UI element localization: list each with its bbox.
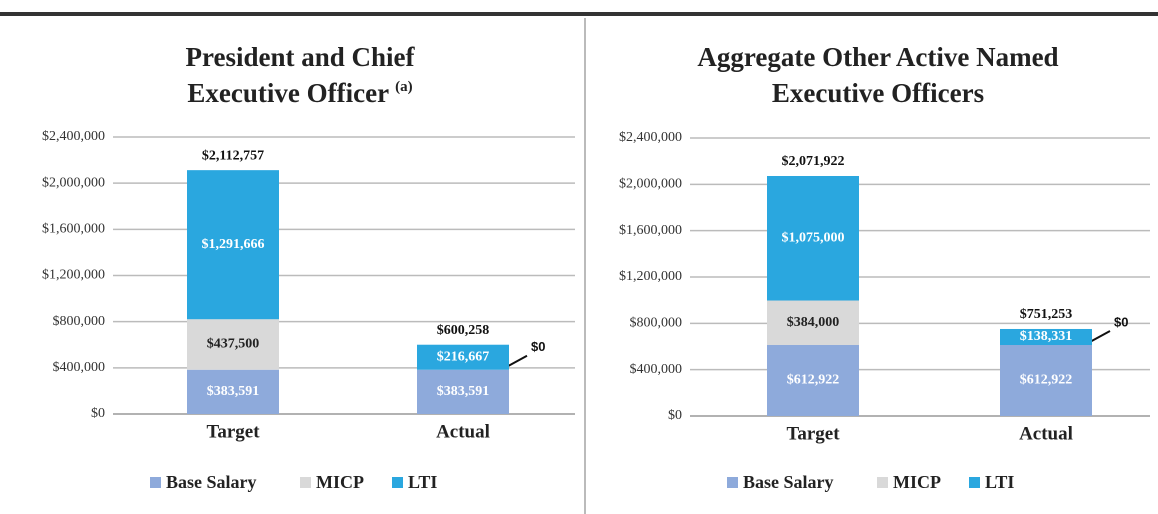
segment-label: $1,291,666	[202, 237, 265, 252]
y-tick-label: $1,600,000	[619, 223, 682, 238]
bar-segment	[187, 319, 279, 370]
y-tick-label: $2,000,000	[42, 175, 105, 190]
legend-label: Base Salary	[166, 472, 257, 492]
total-label: $2,112,757	[202, 148, 264, 163]
legend-label: MICP	[893, 472, 941, 492]
legend-swatch	[300, 477, 311, 488]
bar-segment	[417, 344, 509, 370]
title-footnote: (a)	[395, 79, 413, 95]
legend-swatch	[150, 477, 161, 488]
segment-label: $383,591	[207, 384, 260, 399]
legend-swatch	[877, 477, 888, 488]
segment-label: $437,500	[207, 337, 260, 352]
bar-segment	[767, 300, 859, 346]
legend-label: LTI	[985, 472, 1014, 492]
title-line: Aggregate Other Active Named	[697, 42, 1058, 72]
chart-title: President and Chief Executive Officer (a)	[185, 42, 415, 108]
y-tick-label: $2,400,000	[42, 129, 105, 144]
bar-segment	[187, 170, 279, 320]
bar-segment	[417, 369, 509, 414]
segment-label: $612,922	[1020, 373, 1073, 388]
y-tick-label: $1,600,000	[42, 222, 105, 237]
y-tick-label: $400,000	[53, 360, 106, 375]
legend-swatch	[969, 477, 980, 488]
y-tick-label: $1,200,000	[619, 269, 682, 284]
segment-label: $384,000	[787, 315, 840, 330]
segment-label: $612,922	[787, 373, 840, 388]
bar-segment	[1000, 345, 1092, 416]
legend-label: MICP	[316, 472, 364, 492]
x-tick-label: Actual	[1019, 423, 1073, 444]
title-line: President and Chief	[185, 42, 415, 72]
title-line: Executive Officer	[187, 78, 389, 108]
chart-title: Aggregate Other Active Named Executive Of…	[697, 42, 1058, 108]
y-tick-label: $2,400,000	[619, 130, 682, 145]
legend-swatch	[727, 477, 738, 488]
bar-segment	[1000, 328, 1092, 346]
y-tick-label: $800,000	[53, 314, 106, 329]
y-tick-label: $400,000	[630, 362, 683, 377]
y-tick-label: $0	[91, 406, 105, 421]
x-tick-label: Actual	[436, 421, 490, 442]
segment-label: $138,331	[1020, 329, 1073, 344]
x-tick-label: Target	[786, 423, 840, 444]
y-tick-label: $0	[668, 408, 682, 423]
zero-label: $0	[531, 339, 545, 354]
bar-segment	[187, 369, 279, 414]
x-tick-label: Target	[206, 421, 260, 442]
y-tick-label: $1,200,000	[42, 268, 105, 283]
y-tick-label: $800,000	[630, 316, 683, 331]
top-rule	[0, 12, 1158, 16]
y-tick-label: $2,000,000	[619, 177, 682, 192]
total-label: $600,258	[437, 323, 490, 338]
legend-label: Base Salary	[743, 472, 834, 492]
legend-label: LTI	[408, 472, 437, 492]
total-label: $751,253	[1020, 307, 1073, 322]
legend-swatch	[392, 477, 403, 488]
zero-label: $0	[1114, 314, 1128, 329]
total-label: $2,071,922	[782, 154, 845, 169]
segment-label: $383,591	[437, 384, 490, 399]
title-line: Executive Officers	[772, 78, 984, 108]
segment-label: $216,667	[437, 349, 490, 364]
bar-segment	[767, 345, 859, 416]
segment-label: $1,075,000	[782, 230, 845, 245]
bar-segment	[767, 176, 859, 301]
